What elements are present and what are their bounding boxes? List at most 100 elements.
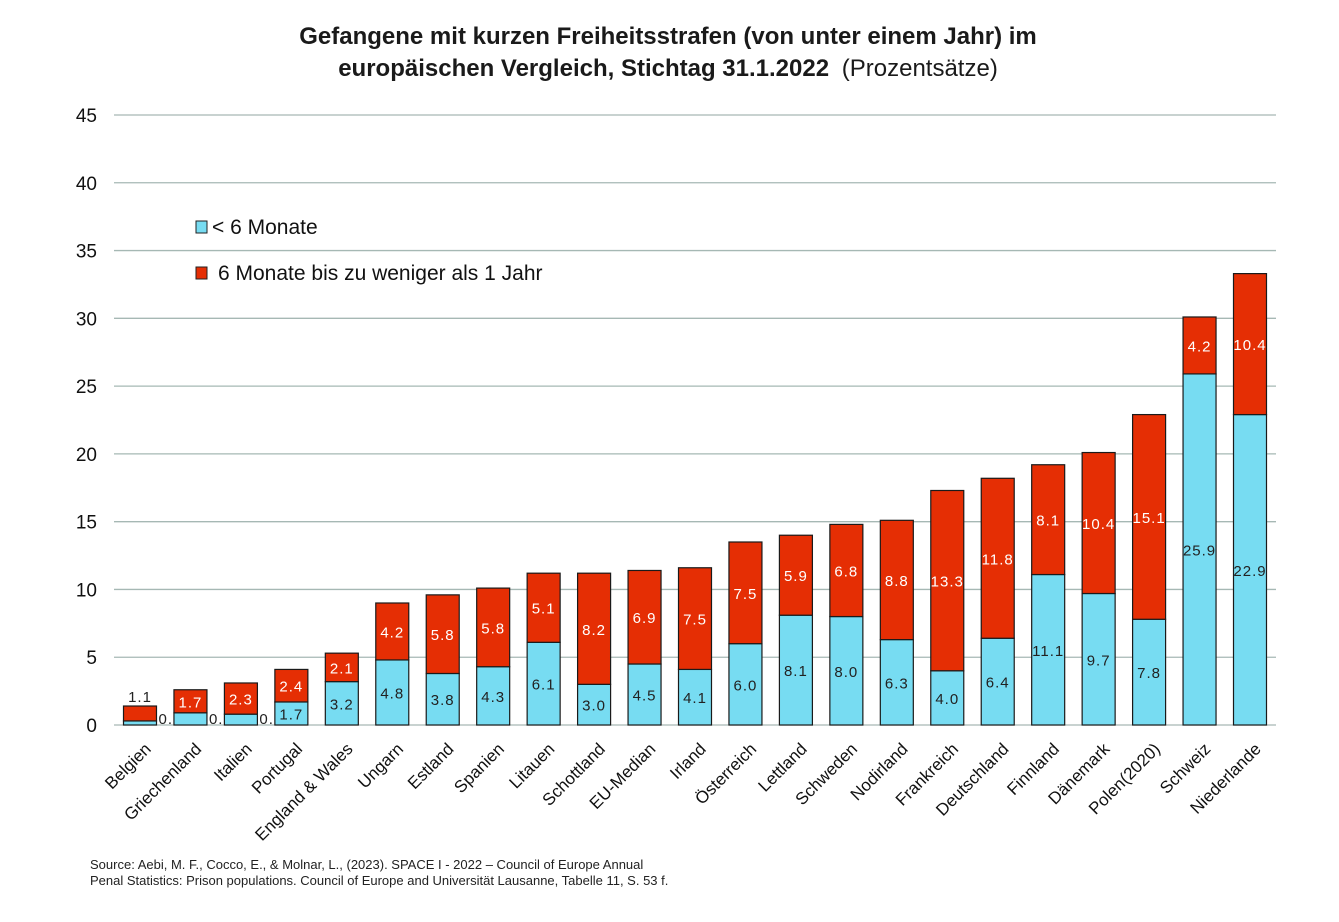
data-label-short: 25.9 [1183, 542, 1216, 559]
bar-segment-long [223, 682, 259, 715]
legend-swatch-short [195, 220, 208, 234]
source-line2: Penal Statistics: Prison populations. Co… [90, 873, 668, 888]
data-label-long: 4.2 [380, 624, 404, 641]
bar-segment-long [173, 689, 208, 714]
bar-segment-long [1081, 451, 1116, 595]
bars: 0.31.10.91.70.82.31.72.43.22.14.84.23.85… [122, 273, 1268, 728]
data-label-short: 6.3 [885, 675, 909, 692]
y-axis-ticks: 0 5 10 15 20 25 30 35 40 45 [76, 106, 97, 737]
bar-segment-long [627, 569, 662, 665]
chart-title-line1: Gefangene mit kurzen Freiheitsstrafen (v… [299, 23, 1037, 50]
data-label-long: 2.3 [229, 692, 253, 709]
data-label-long: 1.1 [128, 689, 152, 706]
legend-label-long: 6 Monate bis zu weniger als 1 Jahr [218, 262, 543, 285]
y-tick-label: 15 [76, 513, 97, 534]
chart-title-line2: europäischen Vergleich, Stichtag 31.1.20… [338, 55, 998, 82]
data-label-long: 2.4 [279, 679, 303, 696]
y-tick-label: 5 [86, 648, 97, 669]
data-label-long: 5.8 [481, 620, 505, 637]
bar-segment-short [778, 614, 814, 726]
y-tick-label: 25 [76, 377, 97, 398]
data-label-long: 4.2 [1188, 338, 1212, 355]
data-label-long: 7.5 [683, 612, 707, 629]
chart-title-line2-bold: europäischen Vergleich, Stichtag 31.1.20… [338, 55, 829, 82]
bar-segment-short [173, 712, 208, 726]
data-label-long: 11.8 [982, 551, 1014, 568]
bar-segment-long [576, 572, 612, 685]
bar-segment-short [223, 713, 259, 726]
y-tick-label: 0 [86, 716, 97, 737]
data-label-short: 7.8 [1137, 665, 1161, 682]
bar-segment-long [980, 477, 1015, 639]
gridlines [114, 114, 1276, 726]
data-label-long: 5.1 [532, 601, 556, 618]
y-tick-label: 40 [76, 174, 97, 195]
bar-segment-long [1182, 316, 1217, 375]
data-label-long: 1.7 [179, 694, 203, 711]
data-label-long: 7.5 [734, 586, 758, 603]
bar-segment-short [375, 659, 410, 726]
bar-segment-long [1031, 464, 1066, 576]
data-label-short: 6.0 [734, 677, 758, 694]
bar-segment-long [1131, 413, 1167, 620]
data-label-short: 3.8 [431, 692, 455, 709]
bar-segment-long [930, 489, 965, 672]
bar-segment-short [1031, 573, 1066, 726]
data-label-long: 10.4 [1082, 516, 1115, 533]
y-tick-label: 30 [76, 309, 97, 330]
bar-segment-long [324, 652, 359, 683]
data-label-long: 13.3 [931, 574, 964, 591]
bar-segment-short [425, 672, 460, 726]
data-label-long: 6.9 [633, 610, 657, 627]
data-label-short: 4.3 [481, 689, 505, 706]
bar-segment-short [627, 663, 662, 726]
x-tick-label: England & Wales [251, 739, 356, 844]
bar-segment-short [677, 668, 713, 726]
data-label-short: 3.2 [330, 696, 354, 713]
data-label-long: 15.1 [1132, 510, 1165, 527]
bar-segment-long [829, 523, 864, 618]
x-tick-label: Irland [666, 739, 710, 783]
data-label-long: 8.8 [885, 573, 909, 590]
y-tick-label: 45 [76, 106, 97, 127]
bar-segment-short [879, 638, 914, 726]
data-label-short: 8.1 [784, 663, 808, 680]
data-label-long: 2.1 [330, 660, 354, 677]
chart-title-suffix: (Prozentsätze) [842, 55, 998, 82]
bar-segment-long [677, 567, 713, 671]
data-label-short: 4.1 [683, 690, 707, 707]
bar-segment-long [879, 519, 914, 641]
data-label-short: 8.0 [834, 664, 858, 681]
legend-swatch-long [195, 266, 208, 280]
data-label-short: 9.7 [1087, 652, 1111, 669]
data-label-short: 22.9 [1233, 563, 1266, 580]
x-tick-label: Italien [210, 739, 256, 785]
data-label-short: 4.5 [633, 688, 657, 705]
x-tick-label: Ungarn [354, 739, 407, 792]
x-tick-label: Estland [404, 739, 458, 793]
y-tick-label: 35 [76, 242, 97, 263]
legend: < 6 Monate 6 Monate bis zu weniger als 1… [195, 216, 543, 285]
data-label-long: 5.8 [431, 627, 455, 644]
data-label-short: 3.0 [582, 698, 606, 715]
data-label-short: 4.0 [935, 691, 959, 708]
data-label-long: 10.4 [1233, 337, 1266, 354]
data-label-long: 8.1 [1036, 513, 1060, 530]
legend-label-short: < 6 Monate [212, 216, 318, 239]
bar-segment-short [1081, 592, 1116, 726]
y-tick-label: 10 [76, 580, 97, 601]
bar-segment-long [778, 534, 814, 616]
data-label-short: 6.4 [986, 675, 1010, 692]
bar-segment-long [375, 602, 410, 661]
y-tick-label: 20 [76, 445, 97, 466]
bar-segment-short [829, 615, 864, 726]
bar-segment-long [122, 705, 158, 722]
source-line1: Source: Aebi, M. F., Cocco, E., & Molnar… [90, 857, 643, 872]
bar-segment-short [122, 720, 158, 726]
bar-segment-short [1131, 618, 1167, 726]
data-label-long: 6.8 [834, 563, 858, 580]
data-label-short: 4.8 [380, 685, 404, 702]
bar-segment-long [425, 594, 460, 675]
